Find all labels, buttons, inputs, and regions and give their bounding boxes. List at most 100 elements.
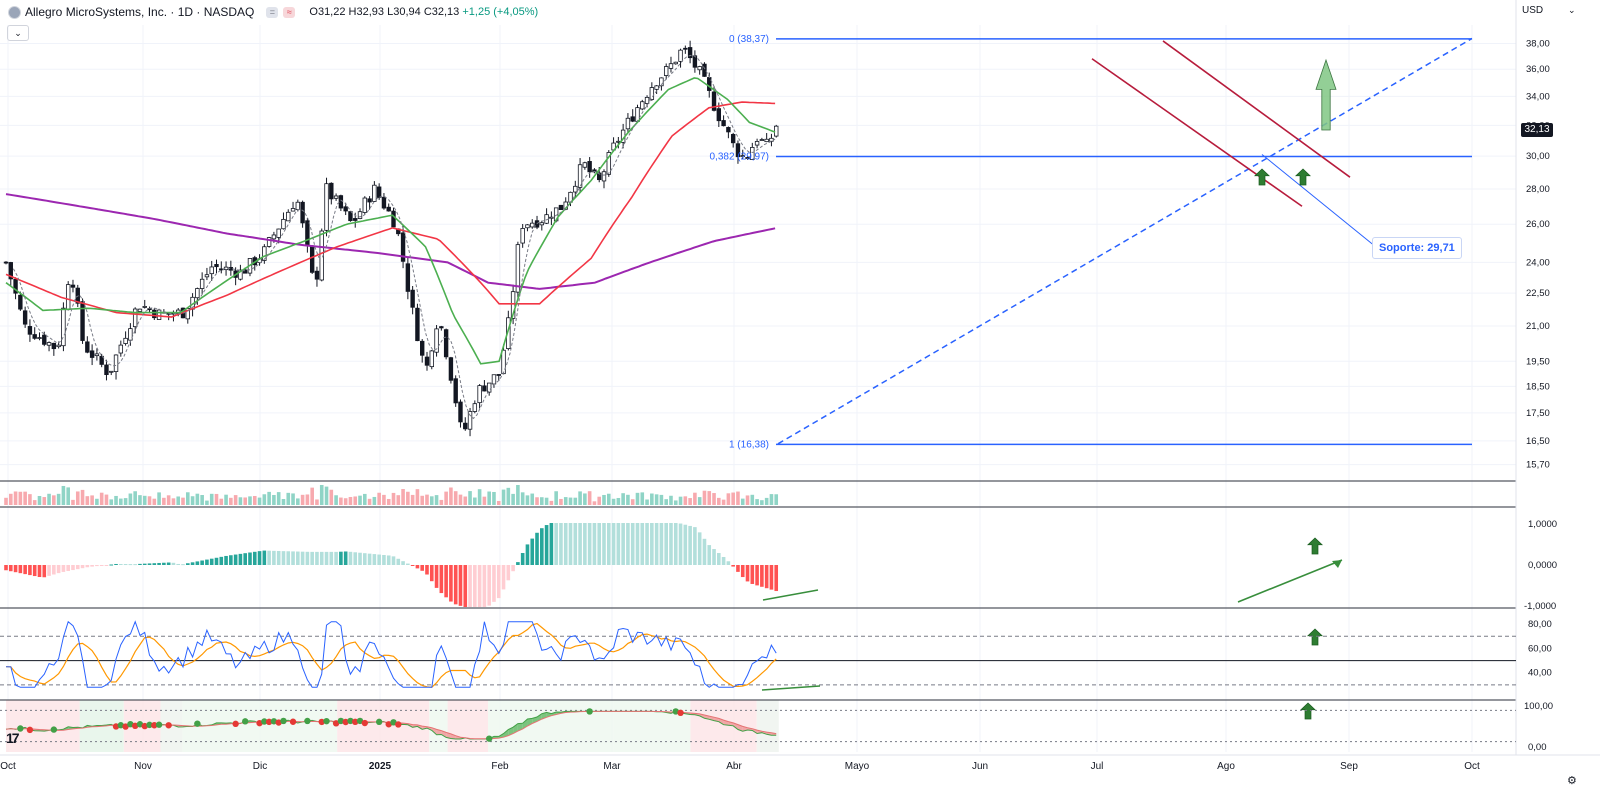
candle-body: [654, 85, 659, 90]
price-axis-label: 18,50: [1526, 381, 1550, 392]
candle-body: [348, 211, 353, 222]
candle-body: [525, 224, 530, 229]
currency-label[interactable]: USD: [1522, 5, 1544, 16]
volume-bar: [750, 494, 755, 505]
macd-histogram-bar: [525, 544, 530, 565]
volume-bar: [4, 497, 8, 505]
symbol-title[interactable]: Allegro MicroSystems, Inc. · 1D · NASDAQ: [25, 5, 255, 19]
volume-bar: [468, 491, 472, 505]
ohlc-low: L30,94: [387, 6, 421, 18]
currency-chevron-icon[interactable]: ⌄: [1568, 5, 1576, 15]
badge-approx-icon[interactable]: ≈: [283, 6, 296, 18]
volume-bar: [544, 497, 549, 505]
osc-fill: [513, 723, 518, 734]
fib-level-label: 0 (38,37): [729, 34, 769, 45]
candle-body: [314, 270, 320, 280]
volume-bar: [334, 495, 338, 505]
candle-body: [601, 171, 607, 182]
candle-body: [510, 291, 516, 319]
badge-equal-icon[interactable]: =: [266, 6, 279, 18]
gear-icon[interactable]: ⚙: [1567, 775, 1577, 787]
macd-histogram-bar: [563, 523, 568, 565]
volume-bar: [243, 497, 247, 505]
macd-histogram-bar: [683, 524, 688, 565]
candle-body: [147, 308, 152, 311]
osc-cross-dot: [146, 721, 153, 729]
macd-histogram-bar: [119, 563, 123, 565]
macd-divergence-line: [1237, 559, 1343, 603]
volume-bar: [717, 497, 721, 505]
candle-body: [156, 309, 162, 320]
price-axis-label: 17,50: [1526, 408, 1550, 419]
fib-level-label: 0,382 (29,97): [710, 152, 770, 163]
candle-body: [42, 334, 47, 345]
volume-bar: [248, 496, 252, 505]
volume-bar: [109, 499, 114, 505]
volume-bar: [190, 496, 195, 505]
candle-body: [482, 385, 487, 392]
up-arrow-icon: [1300, 702, 1316, 720]
macd-histogram-bar: [774, 565, 779, 592]
macd-histogram-bar: [635, 523, 640, 565]
tradingview-logo-icon[interactable]: 17: [6, 730, 20, 746]
volume-bar: [568, 497, 573, 505]
osc-cross-dot: [261, 718, 268, 725]
macd-histogram-bar: [650, 523, 654, 565]
candle-body: [65, 284, 71, 311]
rsi-divergence-line: [761, 685, 821, 691]
macd-histogram-bar: [449, 565, 453, 602]
volume-bar: [305, 494, 310, 505]
price-axis-label: 28,00: [1526, 184, 1550, 195]
candle-body: [754, 141, 760, 146]
candle-body: [730, 134, 736, 144]
macd-histogram-bar: [238, 553, 243, 565]
candle-body: [424, 356, 430, 366]
macd-histogram-bar: [645, 523, 649, 565]
volume-bar: [516, 485, 520, 505]
volume-bar: [496, 500, 501, 505]
osc-cross-dot: [586, 708, 593, 715]
candle-body: [118, 344, 124, 354]
candle-body: [286, 211, 291, 222]
candle-body: [132, 308, 138, 328]
volume-bar: [645, 499, 649, 505]
macd-histogram-bar: [75, 565, 80, 570]
candle-body: [94, 353, 100, 357]
volume-bar: [315, 499, 319, 505]
macd-histogram-bar: [429, 565, 434, 582]
macd-histogram-bar: [147, 563, 152, 565]
candle-body: [683, 47, 688, 50]
volume-bar: [95, 498, 99, 505]
macd-histogram-bar: [559, 523, 563, 565]
candle-body: [726, 127, 731, 133]
candle-body: [13, 278, 18, 294]
candle-body: [61, 307, 66, 347]
macd-histogram-bar: [520, 553, 525, 565]
candle-body: [716, 108, 722, 122]
candle-body: [644, 96, 650, 104]
volume-bar: [128, 493, 133, 505]
macd-histogram-bar: [717, 553, 721, 565]
candle-body: [290, 208, 296, 212]
macd-histogram-bar: [367, 553, 372, 565]
candle-body: [195, 288, 200, 299]
volume-bar: [525, 495, 530, 505]
candle-body: [276, 228, 281, 238]
osc-cross-dot: [677, 709, 684, 717]
volume-bar: [492, 491, 496, 505]
sma-dashed-line: [12, 54, 776, 420]
volume-bar: [367, 498, 372, 505]
macd-histogram-bar: [229, 555, 233, 565]
candle-body: [46, 342, 52, 346]
macd-histogram-bar: [195, 561, 200, 565]
ema-slow-line: [5, 193, 776, 290]
macd-histogram-bar: [487, 565, 491, 606]
volume-bar: [444, 491, 448, 505]
candle-body: [491, 374, 497, 385]
legend-collapse-button[interactable]: ⌄: [7, 25, 29, 41]
candle-body: [80, 301, 85, 341]
candle-body: [338, 195, 344, 209]
macd-histogram-bar: [549, 523, 554, 565]
macd-histogram-bar: [420, 565, 425, 571]
